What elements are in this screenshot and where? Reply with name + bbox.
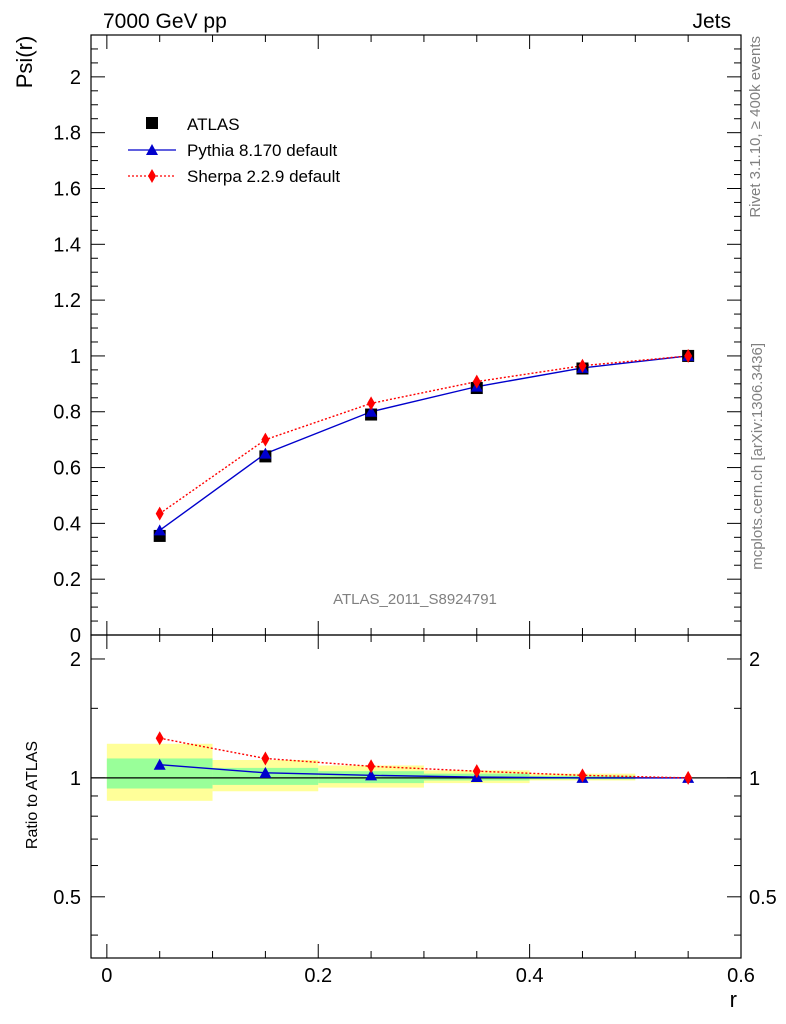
main-ytick-label: 0.8 bbox=[53, 402, 81, 424]
ratio-xlabel: r bbox=[730, 987, 737, 1012]
ratio-ytick-label-right: 2 bbox=[749, 649, 760, 671]
ratio-series-line-1 bbox=[159, 737, 689, 779]
main-series-line-1 bbox=[159, 355, 689, 531]
main-ytick-label: 0.6 bbox=[53, 458, 81, 480]
legend-label-atlas: ATLAS bbox=[187, 115, 240, 134]
legend: ATLAS Pythia 8.170 default Sherpa 2.2.9 … bbox=[128, 115, 340, 186]
ratio-point-s1-4 bbox=[578, 768, 587, 783]
ratio-xtick-label: 0.4 bbox=[516, 965, 544, 987]
main-ytick-label: 1 bbox=[70, 346, 81, 368]
ratio-ytick-label-left: 0.5 bbox=[53, 887, 81, 909]
main-ytick-label: 0.4 bbox=[53, 513, 81, 535]
main-point-s1-1 bbox=[259, 447, 272, 459]
ratio-point-s1-5 bbox=[684, 770, 693, 785]
legend-label-pythia: Pythia 8.170 default bbox=[187, 141, 338, 160]
ratio-point-s0-1 bbox=[259, 766, 272, 778]
ratio-ytick-label-right: 0.5 bbox=[749, 887, 777, 909]
main-point-s2-2 bbox=[367, 396, 376, 411]
ratio-point-s0-0 bbox=[153, 758, 166, 770]
ratio-xtick-label: 0.6 bbox=[727, 965, 755, 987]
main-panel: Psi(r) ATLAS_2011_S8924791 ATLAS Pythia … bbox=[12, 34, 742, 647]
ratio-series-line-0 bbox=[159, 763, 689, 779]
ratio-ytick-label-left: 2 bbox=[70, 649, 81, 671]
legend-marker-pythia bbox=[146, 144, 158, 155]
rivet-label: Rivet 3.1.10, ≥ 400k events bbox=[747, 36, 764, 218]
ratio-xtick-label: 0 bbox=[101, 965, 112, 987]
main-ytick-label: 1.6 bbox=[53, 178, 81, 200]
legend-marker-sherpa bbox=[148, 169, 156, 183]
header-left: 7000 GeV pp bbox=[103, 10, 227, 33]
watermark: ATLAS_2011_S8924791 bbox=[333, 591, 497, 608]
main-ytick-label: 1.4 bbox=[53, 234, 81, 256]
main-point-s1-0 bbox=[153, 524, 166, 536]
ratio-point-s1-0 bbox=[155, 731, 164, 746]
header-right: Jets bbox=[692, 10, 731, 33]
main-point-s1-2 bbox=[365, 405, 378, 417]
main-ytick-label: 2 bbox=[70, 67, 81, 89]
main-point-s2-4 bbox=[578, 358, 587, 373]
ratio-point-s1-3 bbox=[472, 764, 481, 779]
ratio-ylabel: Ratio to ATLAS bbox=[24, 741, 41, 849]
ratio-panel: Ratio to ATLAS r 0 0.2 0.4 0.6 0.5 0.5 1 1 2 2 bbox=[24, 634, 777, 1012]
ratio-ytick-label-right: 1 bbox=[749, 768, 760, 790]
main-ytick-label: 0 bbox=[70, 625, 81, 647]
ratio-ytick-label-left: 1 bbox=[70, 768, 81, 790]
legend-label-sherpa: Sherpa 2.2.9 default bbox=[187, 167, 340, 186]
mcplots-label: mcplots.cern.ch [arXiv:1306.3436] bbox=[749, 343, 766, 570]
main-ytick-label: 1.2 bbox=[53, 290, 81, 312]
ratio-point-s0-2 bbox=[365, 769, 378, 781]
legend-marker-atlas bbox=[146, 117, 158, 129]
ratio-point-s1-1 bbox=[261, 751, 270, 766]
ratio-frame bbox=[90, 634, 742, 959]
ratio-xtick-label: 0.2 bbox=[304, 965, 332, 987]
main-series-line-2 bbox=[159, 355, 689, 515]
main-ytick-label: 0.2 bbox=[53, 569, 81, 591]
main-point-s2-1 bbox=[261, 432, 270, 447]
main-point-s2-3 bbox=[472, 374, 481, 389]
main-ylabel: Psi(r) bbox=[12, 36, 37, 89]
main-point-s2-0 bbox=[155, 506, 164, 521]
ratio-point-s1-2 bbox=[367, 759, 376, 774]
main-point-s2-5 bbox=[684, 348, 693, 363]
main-ytick-label: 1.8 bbox=[53, 123, 81, 145]
